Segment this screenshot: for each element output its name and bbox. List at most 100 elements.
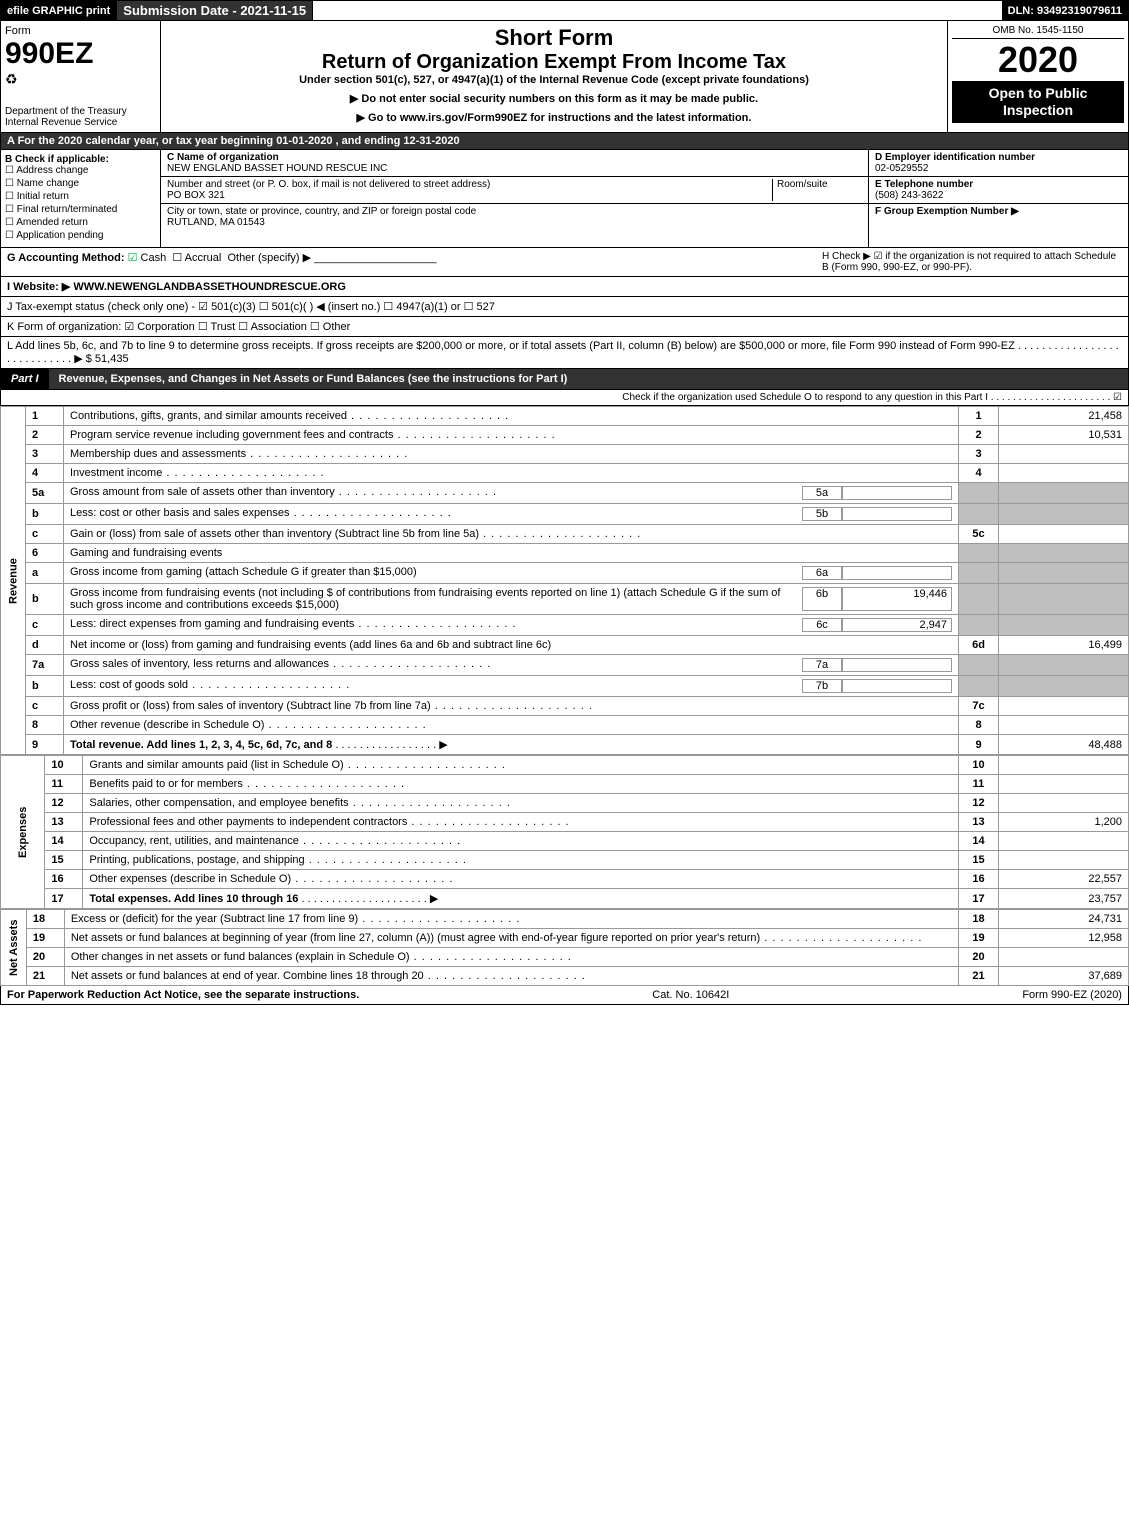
h-check: H Check ▶ ☑ if the organization is not r… [822, 251, 1122, 273]
chk-name-change[interactable]: Name change [5, 178, 156, 189]
form-header: Form 990EZ ♻ Department of the Treasury … [0, 21, 1129, 133]
f-label: F Group Exemption Number ▶ [875, 206, 1019, 217]
line-7b-desc: Less: cost of goods sold7b [64, 676, 959, 697]
b-label: B Check if applicable: [5, 154, 156, 165]
g-label: G Accounting Method: [7, 252, 125, 264]
phone: (508) 243-3622 [875, 190, 943, 201]
dept-treasury: Department of the Treasury [5, 106, 156, 117]
ein: 02-0529552 [875, 163, 928, 174]
netassets-table: Net Assets 18Excess or (deficit) for the… [0, 909, 1129, 986]
line-10-amt [999, 756, 1129, 775]
title-short-form: Short Form [169, 25, 939, 51]
line-18-amt: 24,731 [999, 910, 1129, 929]
line-20-amt [999, 948, 1129, 967]
line-15-amt [999, 851, 1129, 870]
dln: DLN: 93492319079611 [1002, 1, 1128, 20]
chk-final-return[interactable]: Final return/terminated [5, 204, 156, 215]
efile-label: efile GRAPHIC print [1, 1, 117, 20]
year-block: OMB No. 1545-1150 2020 Open to Public In… [948, 21, 1128, 132]
expenses-table: Expenses 10Grants and similar amounts pa… [0, 755, 1129, 909]
line-1-desc: Contributions, gifts, grants, and simila… [64, 407, 959, 426]
omb-number: OMB No. 1545-1150 [952, 25, 1124, 39]
k-form-org: K Form of organization: ☑ Corporation ☐ … [0, 317, 1129, 337]
line-21-amt: 37,689 [999, 967, 1129, 986]
subtitle-section: Under section 501(c), 527, or 4947(a)(1)… [169, 74, 939, 86]
line-13-desc: Professional fees and other payments to … [83, 813, 959, 832]
line-12-amt [999, 794, 1129, 813]
line-5a-desc: Gross amount from sale of assets other t… [64, 483, 959, 504]
c-label: C Name of organization [167, 152, 279, 163]
line-4-amt [999, 464, 1129, 483]
line-13-amt: 1,200 [999, 813, 1129, 832]
org-name: NEW ENGLAND BASSET HOUND RESCUE INC [167, 163, 387, 174]
city: RUTLAND, MA 01543 [167, 217, 265, 228]
period-row: A For the 2020 calendar year, or tax yea… [0, 133, 1129, 150]
line-15-desc: Printing, publications, postage, and shi… [83, 851, 959, 870]
street-label: Number and street (or P. O. box, if mail… [167, 179, 490, 190]
line-20-desc: Other changes in net assets or fund bala… [64, 948, 958, 967]
line-18-desc: Excess or (deficit) for the year (Subtra… [64, 910, 958, 929]
line-6d-desc: Net income or (loss) from gaming and fun… [64, 636, 959, 655]
footer-left: For Paperwork Reduction Act Notice, see … [7, 989, 359, 1001]
i-website: I Website: ▶ WWW.NEWENGLANDBASSETHOUNDRE… [0, 277, 1129, 297]
g-accounting: G Accounting Method: Cash Accrual Other … [7, 251, 802, 273]
form-number: 990EZ [5, 37, 156, 71]
d-label: D Employer identification number [875, 152, 1035, 163]
line-16-amt: 22,557 [999, 870, 1129, 889]
line-6c-desc: Less: direct expenses from gaming and fu… [64, 615, 959, 636]
line-14-desc: Occupancy, rent, utilities, and maintena… [83, 832, 959, 851]
g-accrual[interactable]: Accrual [172, 252, 221, 264]
line-21-desc: Net assets or fund balances at end of ye… [64, 967, 958, 986]
subtitle-ssn: ▶ Do not enter social security numbers o… [169, 92, 939, 105]
line-9-amt: 48,488 [999, 735, 1129, 755]
g-other[interactable]: Other (specify) ▶ [227, 252, 311, 264]
footer-mid: Cat. No. 10642I [652, 989, 729, 1001]
line-6d-amt: 16,499 [999, 636, 1129, 655]
entity-block: B Check if applicable: Address change Na… [0, 150, 1129, 248]
title-return: Return of Organization Exempt From Incom… [169, 51, 939, 74]
ein-phone-block: D Employer identification number 02-0529… [868, 150, 1128, 247]
line-10-desc: Grants and similar amounts paid (list in… [83, 756, 959, 775]
line-2-amt: 10,531 [999, 426, 1129, 445]
line-7c-amt [999, 697, 1129, 716]
part1-check-o: Check if the organization used Schedule … [0, 390, 1129, 406]
chk-application-pending[interactable]: Application pending [5, 230, 156, 241]
open-to-public: Open to Public Inspection [952, 81, 1124, 123]
revenue-vlabel: Revenue [1, 407, 26, 755]
l-gross-receipts: L Add lines 5b, 6c, and 7b to line 9 to … [0, 337, 1129, 369]
chk-amended-return[interactable]: Amended return [5, 217, 156, 228]
form-id-block: Form 990EZ ♻ Department of the Treasury … [1, 21, 161, 132]
revenue-table: Revenue 1Contributions, gifts, grants, a… [0, 406, 1129, 755]
line-2-desc: Program service revenue including govern… [64, 426, 959, 445]
form-label: Form [5, 25, 156, 37]
line-17-desc: Total expenses. Add lines 10 through 16 … [83, 889, 959, 909]
j-tax-exempt: J Tax-exempt status (check only one) - ☑… [0, 297, 1129, 317]
line-6c-subval: 2,947 [842, 618, 952, 632]
line-9-desc: Total revenue. Add lines 1, 2, 3, 4, 5c,… [64, 735, 959, 755]
website-text: I Website: ▶ WWW.NEWENGLANDBASSETHOUNDRE… [7, 281, 346, 293]
expenses-vlabel: Expenses [1, 756, 45, 909]
line-1-amt: 21,458 [999, 407, 1129, 426]
line-5c-amt [999, 525, 1129, 544]
line-5b-desc: Less: cost or other basis and sales expe… [64, 504, 959, 525]
name-address-block: C Name of organization NEW ENGLAND BASSE… [161, 150, 868, 247]
line-19-amt: 12,958 [999, 929, 1129, 948]
recycle-icon: ♻ [5, 71, 156, 88]
submission-date: Submission Date - 2021-11-15 [117, 1, 313, 20]
line-7c-desc: Gross profit or (loss) from sales of inv… [64, 697, 959, 716]
line-14-amt [999, 832, 1129, 851]
line-17-amt: 23,757 [999, 889, 1129, 909]
line-4-desc: Investment income [64, 464, 959, 483]
line-5c-desc: Gain or (loss) from sale of assets other… [64, 525, 959, 544]
chk-initial-return[interactable]: Initial return [5, 191, 156, 202]
line-16-desc: Other expenses (describe in Schedule O) [83, 870, 959, 889]
e-label: E Telephone number [875, 179, 973, 190]
irs-label: Internal Revenue Service [5, 117, 156, 128]
street: PO BOX 321 [167, 190, 225, 201]
g-cash[interactable]: Cash [128, 252, 167, 264]
chk-address-change[interactable]: Address change [5, 165, 156, 176]
subtitle-goto: ▶ Go to www.irs.gov/Form990EZ for instru… [169, 111, 939, 124]
page-footer: For Paperwork Reduction Act Notice, see … [0, 986, 1129, 1005]
gh-row: G Accounting Method: Cash Accrual Other … [0, 248, 1129, 277]
form-title-block: Short Form Return of Organization Exempt… [161, 21, 948, 132]
